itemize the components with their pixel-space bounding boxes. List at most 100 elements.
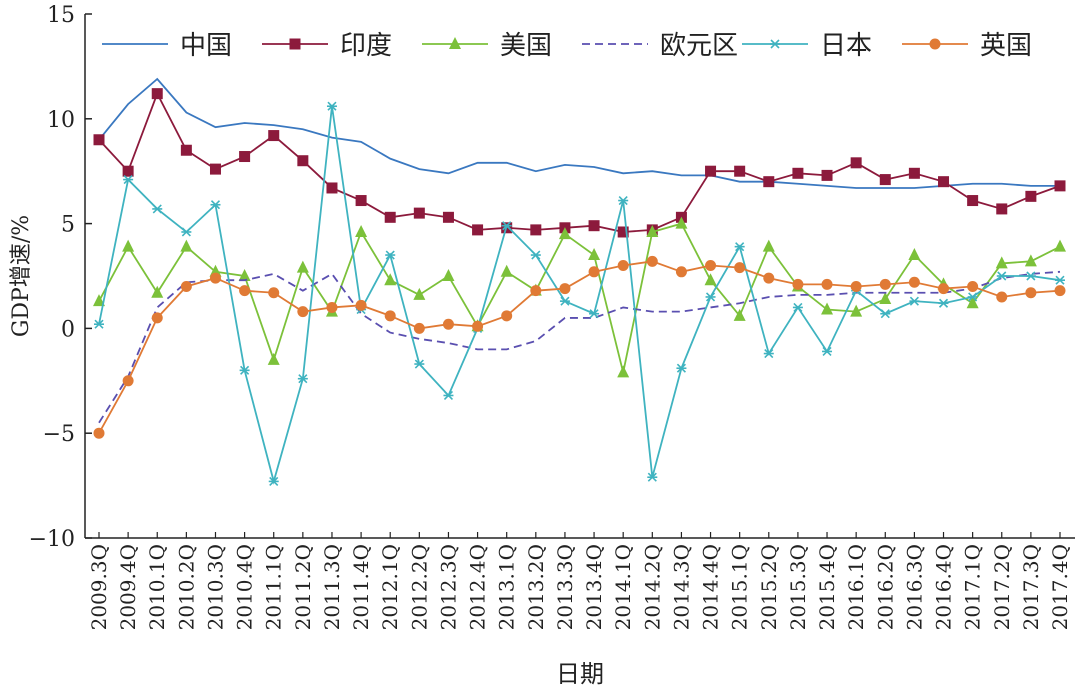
series-line [98, 260, 1061, 434]
data-point [530, 224, 542, 236]
data-point [443, 390, 454, 401]
x-tick-label: 2013.1Q [495, 544, 519, 630]
data-point [734, 242, 745, 252]
legend-label: 欧元区 [660, 31, 738, 61]
series-line [98, 91, 1061, 233]
x-tick-label: 2016.1Q [844, 544, 868, 630]
data-point [558, 227, 571, 240]
data-point [1054, 180, 1066, 192]
y-axis-label: GDP增速/% [9, 215, 34, 337]
data-point [734, 165, 746, 177]
data-point [209, 272, 221, 284]
data-point [880, 309, 891, 319]
x-tick-label: 2012.2Q [407, 544, 431, 630]
data-point [414, 359, 425, 369]
data-point [442, 211, 454, 223]
data-point [617, 260, 629, 272]
data-point [385, 250, 396, 260]
data-point [122, 239, 135, 252]
data-point [238, 269, 251, 281]
series-2 [93, 216, 1066, 378]
data-point [850, 304, 863, 317]
x-tick-label: 2016.4Q [932, 544, 956, 630]
data-point [792, 278, 804, 290]
data-point [384, 273, 397, 286]
data-point [93, 134, 105, 146]
series-3 [98, 270, 1061, 424]
series-line [98, 270, 1061, 424]
data-point [908, 276, 920, 288]
data-point [1054, 285, 1066, 297]
data-point [1025, 271, 1036, 281]
x-tick-label: 2014.3Q [669, 544, 693, 630]
x-tick-label: 2014.4Q [699, 544, 723, 630]
data-point [938, 283, 950, 295]
data-point [210, 200, 221, 210]
data-point [326, 301, 338, 313]
x-tick-label: 2015.2Q [757, 544, 781, 630]
x-tick-label: 2011.2Q [291, 544, 315, 630]
legend-item: 美国 [422, 31, 552, 61]
series-1 [93, 88, 1066, 238]
data-point [617, 365, 630, 378]
x-tick-label: 2010.3Q [203, 544, 227, 630]
data-point [180, 280, 192, 292]
data-point [763, 176, 775, 188]
data-point [442, 318, 454, 330]
legend-label: 英国 [980, 31, 1032, 61]
data-point [501, 310, 513, 322]
x-tick-label: 2011.1Q [262, 544, 286, 630]
data-point [180, 144, 192, 156]
data-point [181, 227, 192, 237]
data-point [501, 221, 512, 231]
data-point [1025, 287, 1037, 299]
data-point [268, 130, 280, 142]
data-point [297, 374, 308, 384]
data-point [93, 294, 105, 307]
x-tick-label: 2016.3Q [902, 544, 926, 630]
data-point [647, 472, 658, 482]
data-point [675, 216, 688, 229]
data-point [792, 302, 803, 313]
data-point [909, 296, 920, 306]
y-tick-label: −5 [43, 422, 75, 447]
x-tick-label: 2011.4Q [349, 544, 373, 630]
data-point [996, 291, 1008, 303]
legend-marker [770, 39, 780, 49]
data-point [268, 476, 279, 486]
x-tick-label: 2012.4Q [466, 544, 490, 630]
data-point [966, 296, 979, 309]
data-point [822, 346, 833, 357]
data-point [646, 224, 659, 237]
data-point [821, 278, 833, 290]
data-point [967, 292, 978, 302]
data-point [1024, 254, 1037, 267]
data-point [239, 151, 251, 163]
legend-item: 欧元区 [582, 31, 738, 61]
data-point [821, 169, 833, 181]
data-point [296, 260, 309, 273]
data-point [297, 306, 309, 318]
data-point [879, 278, 891, 290]
x-tick-label: 2010.1Q [145, 544, 169, 630]
data-point [938, 298, 949, 308]
x-tick-label: 2013.3Q [553, 544, 577, 630]
data-point [734, 262, 746, 274]
data-point [850, 157, 862, 169]
data-point [530, 285, 542, 297]
data-point [151, 312, 163, 324]
data-point [1055, 275, 1065, 285]
data-point [676, 363, 687, 373]
data-point [733, 308, 746, 321]
data-point [326, 101, 337, 111]
data-point [94, 319, 104, 329]
data-point [588, 248, 601, 261]
data-point [617, 226, 629, 238]
x-tick-label: 2014.1Q [611, 544, 635, 630]
data-point [413, 322, 425, 334]
series-line [98, 106, 1061, 485]
y-tick-label: −10 [29, 527, 75, 552]
x-tick-label: 2014.2Q [640, 544, 664, 630]
legend-item: 英国 [902, 31, 1032, 61]
series-0 [98, 77, 1060, 189]
